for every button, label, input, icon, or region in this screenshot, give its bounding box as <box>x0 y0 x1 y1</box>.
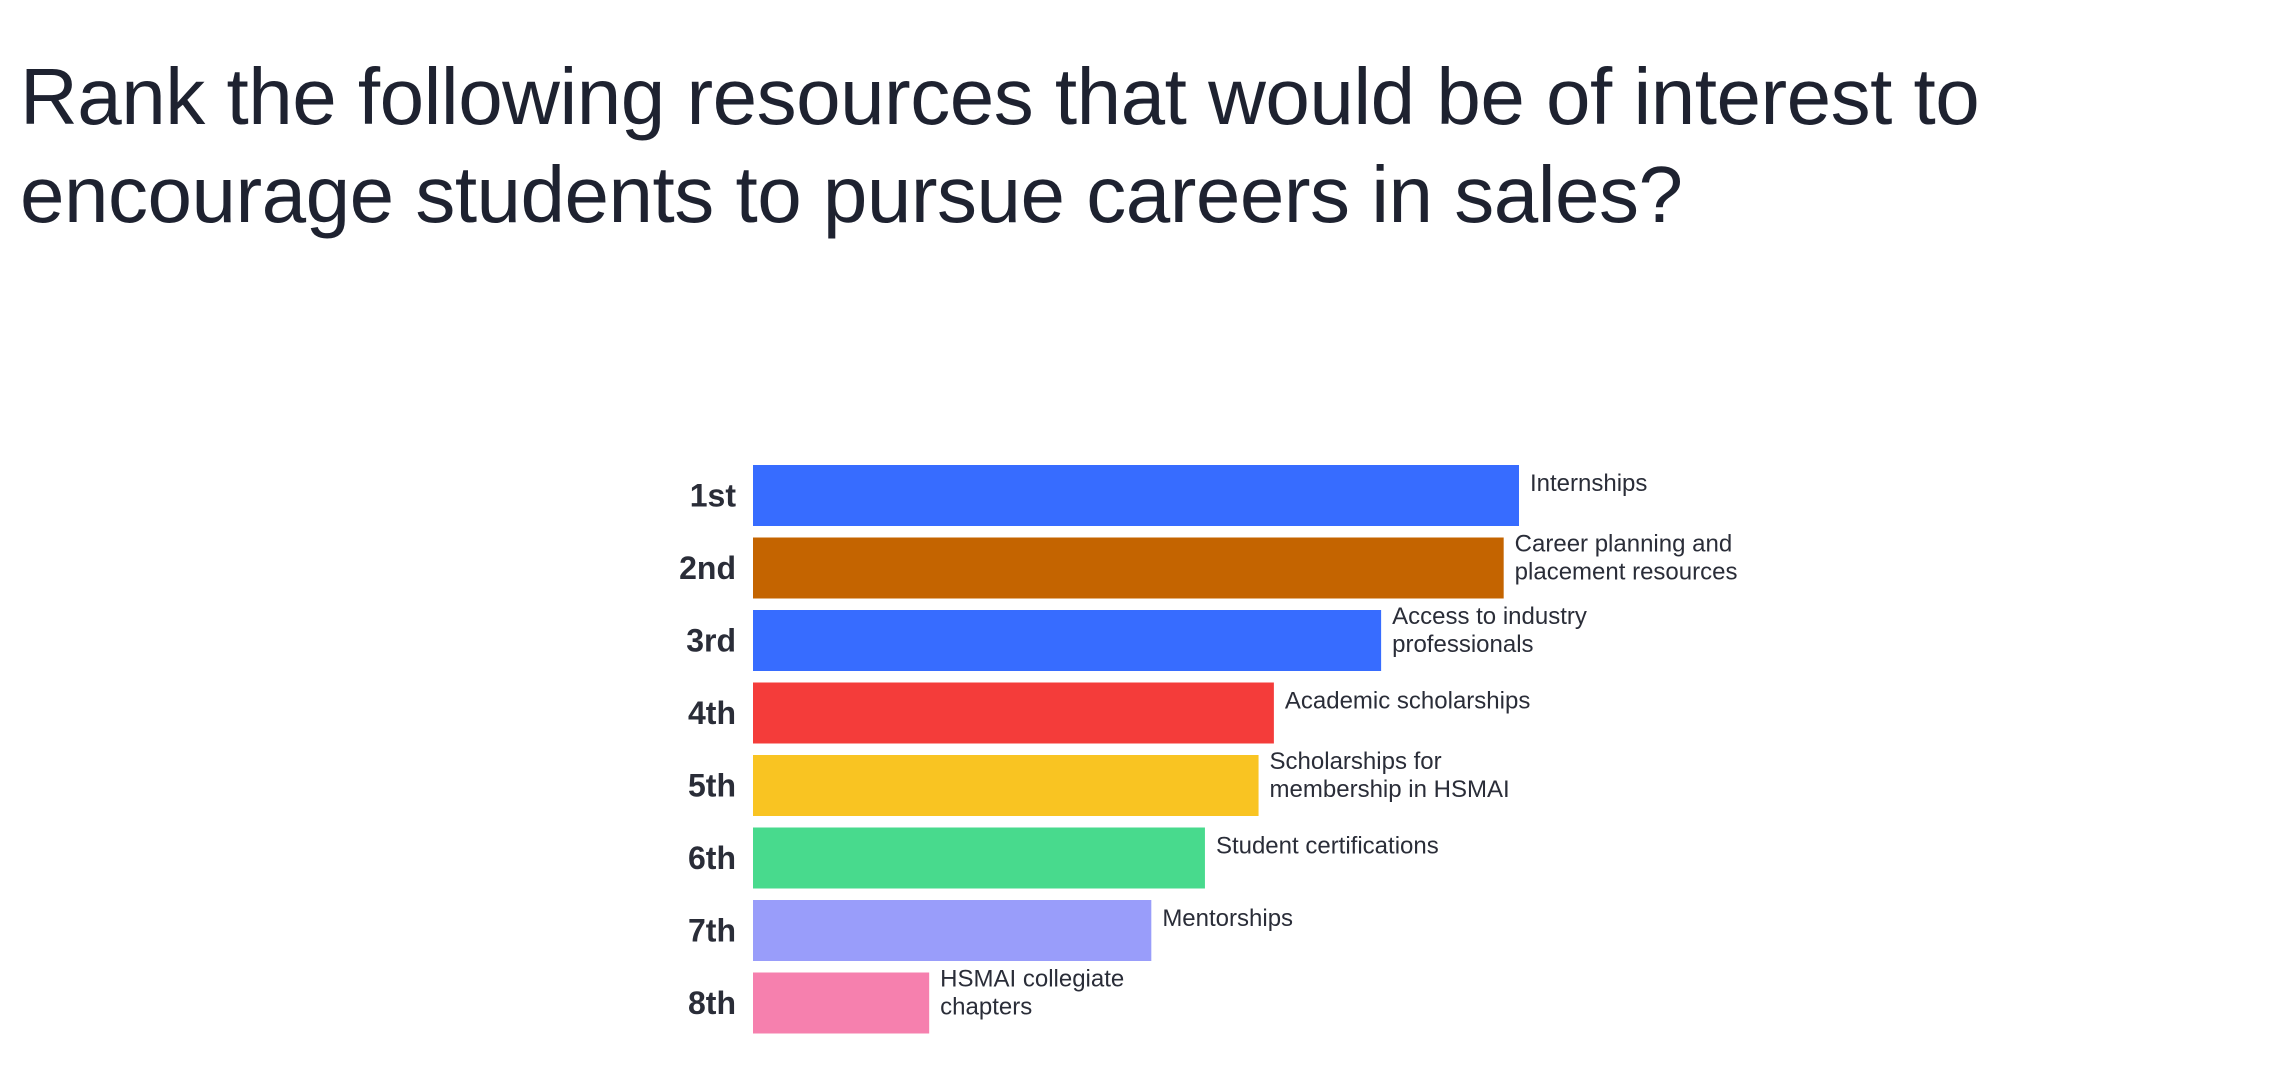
rank-label: 7th <box>688 913 736 949</box>
bar-label: Internships <box>1530 470 1647 497</box>
bar-5th <box>753 755 1259 816</box>
bar-label: membership in HSMAI <box>1270 776 1510 803</box>
bar-8th <box>753 972 930 1034</box>
rank-label: 8th <box>688 985 736 1021</box>
chart-title: Rank the following resources that would … <box>20 52 1980 239</box>
bar-3rd <box>753 610 1382 671</box>
bar-label: Access to industry <box>1392 603 1587 630</box>
bar-2nd <box>753 537 1504 599</box>
bar-label: Mentorships <box>1162 905 1293 932</box>
bar-label: HSMAI collegiate <box>940 966 1124 993</box>
rank-label: 1st <box>690 478 737 514</box>
bar-label: chapters <box>940 994 1032 1021</box>
rank-label: 4th <box>688 695 736 731</box>
bar-label: Scholarships for <box>1270 748 1442 775</box>
rank-label: 5th <box>688 768 736 804</box>
bar-4th <box>753 682 1274 744</box>
bar-label: Career planning and <box>1515 531 1733 558</box>
bar-label: professionals <box>1392 631 1533 658</box>
bar-label: placement resources <box>1515 559 1738 586</box>
rank-label: 2nd <box>679 550 736 586</box>
bar-label: Student certifications <box>1216 833 1439 860</box>
bar-1st <box>753 465 1519 526</box>
bar-7th <box>753 900 1152 961</box>
rank-label: 6th <box>688 840 736 876</box>
bar-label: Academic scholarships <box>1285 688 1530 715</box>
rank-label: 3rd <box>686 623 736 659</box>
bar-6th <box>753 827 1205 889</box>
